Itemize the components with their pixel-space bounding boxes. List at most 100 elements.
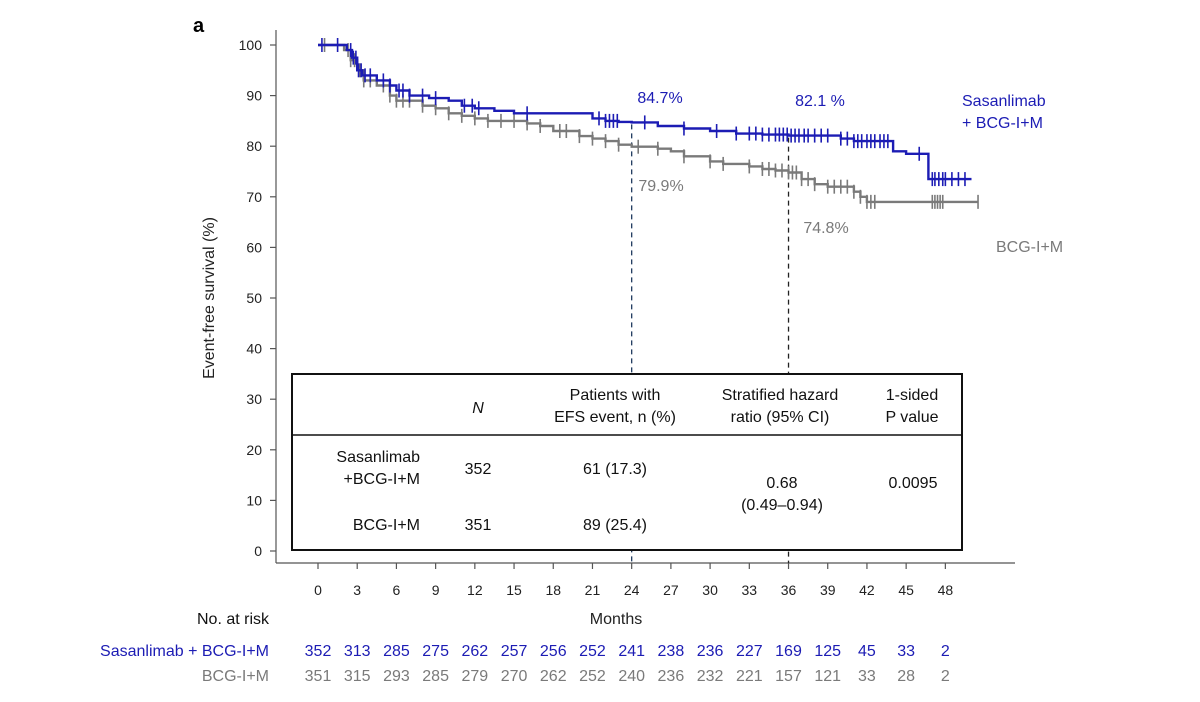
x-tick-label-15: 15	[506, 582, 522, 598]
y-tick-label-10: 10	[246, 492, 262, 508]
table-header-p-line1: 1-sided	[886, 387, 938, 404]
at-risk-value-bcg-42: 33	[858, 668, 876, 685]
x-tick-label-24: 24	[624, 582, 640, 598]
table-header-events-line1: Patients with	[570, 387, 661, 404]
x-tick-label-3: 3	[353, 582, 361, 598]
table-row2-arm: BCG-I+M	[353, 517, 420, 534]
y-tick-label-80: 80	[246, 138, 262, 154]
y-tick-label-30: 30	[246, 391, 262, 407]
at-risk-value-bcg-39: 121	[814, 668, 841, 685]
table-row2-n: 351	[465, 517, 492, 534]
x-tick-label-6: 6	[393, 582, 401, 598]
at-risk-value-sasanlimab-15: 257	[501, 643, 528, 660]
x-tick-label-33: 33	[742, 582, 758, 598]
table-row1-events: 61 (17.3)	[583, 461, 647, 478]
series-label-sasanlimab: + BCG-I+M	[962, 115, 1043, 132]
table-header-p-line2: P value	[885, 409, 938, 426]
at-risk-value-bcg-33: 221	[736, 668, 763, 685]
at-risk-value-bcg-27: 236	[658, 668, 685, 685]
x-tick-label-12: 12	[467, 582, 483, 598]
number-at-risk: No. at risk Sasanlimab + BCG-I+M 352 313 28…	[100, 611, 950, 685]
table-row1-arm-line2: +BCG-I+M	[344, 471, 420, 488]
x-tick-label-9: 9	[432, 582, 440, 598]
table-row1-n: 352	[465, 461, 492, 478]
survival-curve-bcg	[318, 43, 978, 204]
y-tick-label-40: 40	[246, 341, 262, 357]
table-row2-events: 89 (25.4)	[583, 517, 647, 534]
x-tick-label-42: 42	[859, 582, 875, 598]
at-risk-value-sasanlimab-9: 275	[422, 643, 449, 660]
at-risk-value-bcg-48: 2	[941, 668, 950, 685]
at-risk-value-bcg-30: 232	[697, 668, 724, 685]
milestone-label-bcg-24: 79.9%	[638, 178, 683, 195]
at-risk-value-sasanlimab-0: 352	[305, 643, 332, 660]
y-tick-label-70: 70	[246, 189, 262, 205]
at-risk-value-bcg-0: 351	[305, 668, 332, 685]
series-bcg	[318, 38, 979, 209]
at-risk-value-bcg-12: 279	[461, 668, 488, 685]
survival-curve-sasanlimab	[318, 43, 972, 181]
at-risk-value-bcg-36: 157	[775, 668, 802, 685]
x-tick-label-39: 39	[820, 582, 836, 598]
at-risk-value-sasanlimab-48: 2	[941, 643, 950, 660]
x-tick-label-30: 30	[702, 582, 718, 598]
milestone-label-sasanlimab-24: 84.7%	[637, 90, 682, 107]
at-risk-value-sasanlimab-24: 241	[618, 643, 645, 660]
x-tick-label-45: 45	[898, 582, 914, 598]
at-risk-value-sasanlimab-42: 45	[858, 643, 876, 660]
table-header-hr-line2: ratio (95% CI)	[731, 409, 830, 426]
y-tick-label-20: 20	[246, 442, 262, 458]
table-header-events-line2: EFS event, n (%)	[554, 409, 676, 426]
series-label-bcg: BCG-I+M	[996, 239, 1063, 256]
series-label-sasanlimab: Sasanlimab	[962, 93, 1046, 110]
x-tick-label-18: 18	[545, 582, 561, 598]
table-row1-arm-line1: Sasanlimab	[336, 449, 420, 466]
at-risk-value-bcg-24: 240	[618, 668, 645, 685]
table-header-n: N	[472, 400, 484, 417]
at-risk-value-bcg-45: 28	[897, 668, 915, 685]
at-risk-value-bcg-3: 315	[344, 668, 371, 685]
at-risk-value-sasanlimab-3: 313	[344, 643, 371, 660]
at-risk-value-bcg-15: 270	[501, 668, 528, 685]
series-sasanlimab	[318, 38, 972, 187]
at-risk-value-bcg-6: 293	[383, 668, 410, 685]
milestone-label-bcg-36: 74.8%	[803, 220, 848, 237]
at-risk-value-bcg-9: 285	[422, 668, 449, 685]
x-tick-label-27: 27	[663, 582, 679, 598]
table-hazard-ci: (0.49–0.94)	[741, 497, 823, 514]
panel-label: a	[193, 15, 205, 37]
x-tick-label-21: 21	[585, 582, 601, 598]
at-risk-value-sasanlimab-33: 227	[736, 643, 763, 660]
efs-summary-table: N Patients with EFS event, n (%) Stratif…	[291, 373, 963, 551]
x-tick-label-0: 0	[314, 582, 322, 598]
at-risk-value-sasanlimab-18: 256	[540, 643, 567, 660]
x-axis-label: Months	[590, 611, 642, 628]
at-risk-value-sasanlimab-21: 252	[579, 643, 606, 660]
table-hazard-ratio: 0.68	[766, 475, 797, 492]
milestone-label-sasanlimab-36: 82.1 %	[795, 93, 845, 110]
at-risk-value-sasanlimab-45: 33	[897, 643, 915, 660]
y-tick-label-60: 60	[246, 239, 262, 255]
at-risk-value-sasanlimab-27: 238	[658, 643, 685, 660]
y-tick-label-0: 0	[254, 543, 262, 559]
at-risk-value-bcg-18: 262	[540, 668, 567, 685]
at-risk-value-sasanlimab-6: 285	[383, 643, 410, 660]
table-border	[291, 373, 963, 551]
at-risk-value-bcg-21: 252	[579, 668, 606, 685]
x-tick-label-36: 36	[781, 582, 797, 598]
x-tick-label-48: 48	[938, 582, 954, 598]
y-axis-label: Event-free survival (%)	[201, 217, 218, 379]
table-p-value: 0.0095	[889, 475, 938, 492]
at-risk-label-sasanlimab: Sasanlimab + BCG-I+M	[100, 643, 269, 660]
table-header-hr-line1: Stratified hazard	[722, 387, 839, 404]
at-risk-value-sasanlimab-30: 236	[697, 643, 724, 660]
y-tick-label-50: 50	[246, 290, 262, 306]
y-tick-label-90: 90	[246, 88, 262, 104]
at-risk-label-bcg: BCG-I+M	[202, 668, 269, 685]
at-risk-title: No. at risk	[197, 611, 270, 628]
y-tick-label-100: 100	[239, 37, 263, 53]
at-risk-value-sasanlimab-12: 262	[461, 643, 488, 660]
at-risk-value-sasanlimab-36: 169	[775, 643, 802, 660]
at-risk-value-sasanlimab-39: 125	[814, 643, 841, 660]
